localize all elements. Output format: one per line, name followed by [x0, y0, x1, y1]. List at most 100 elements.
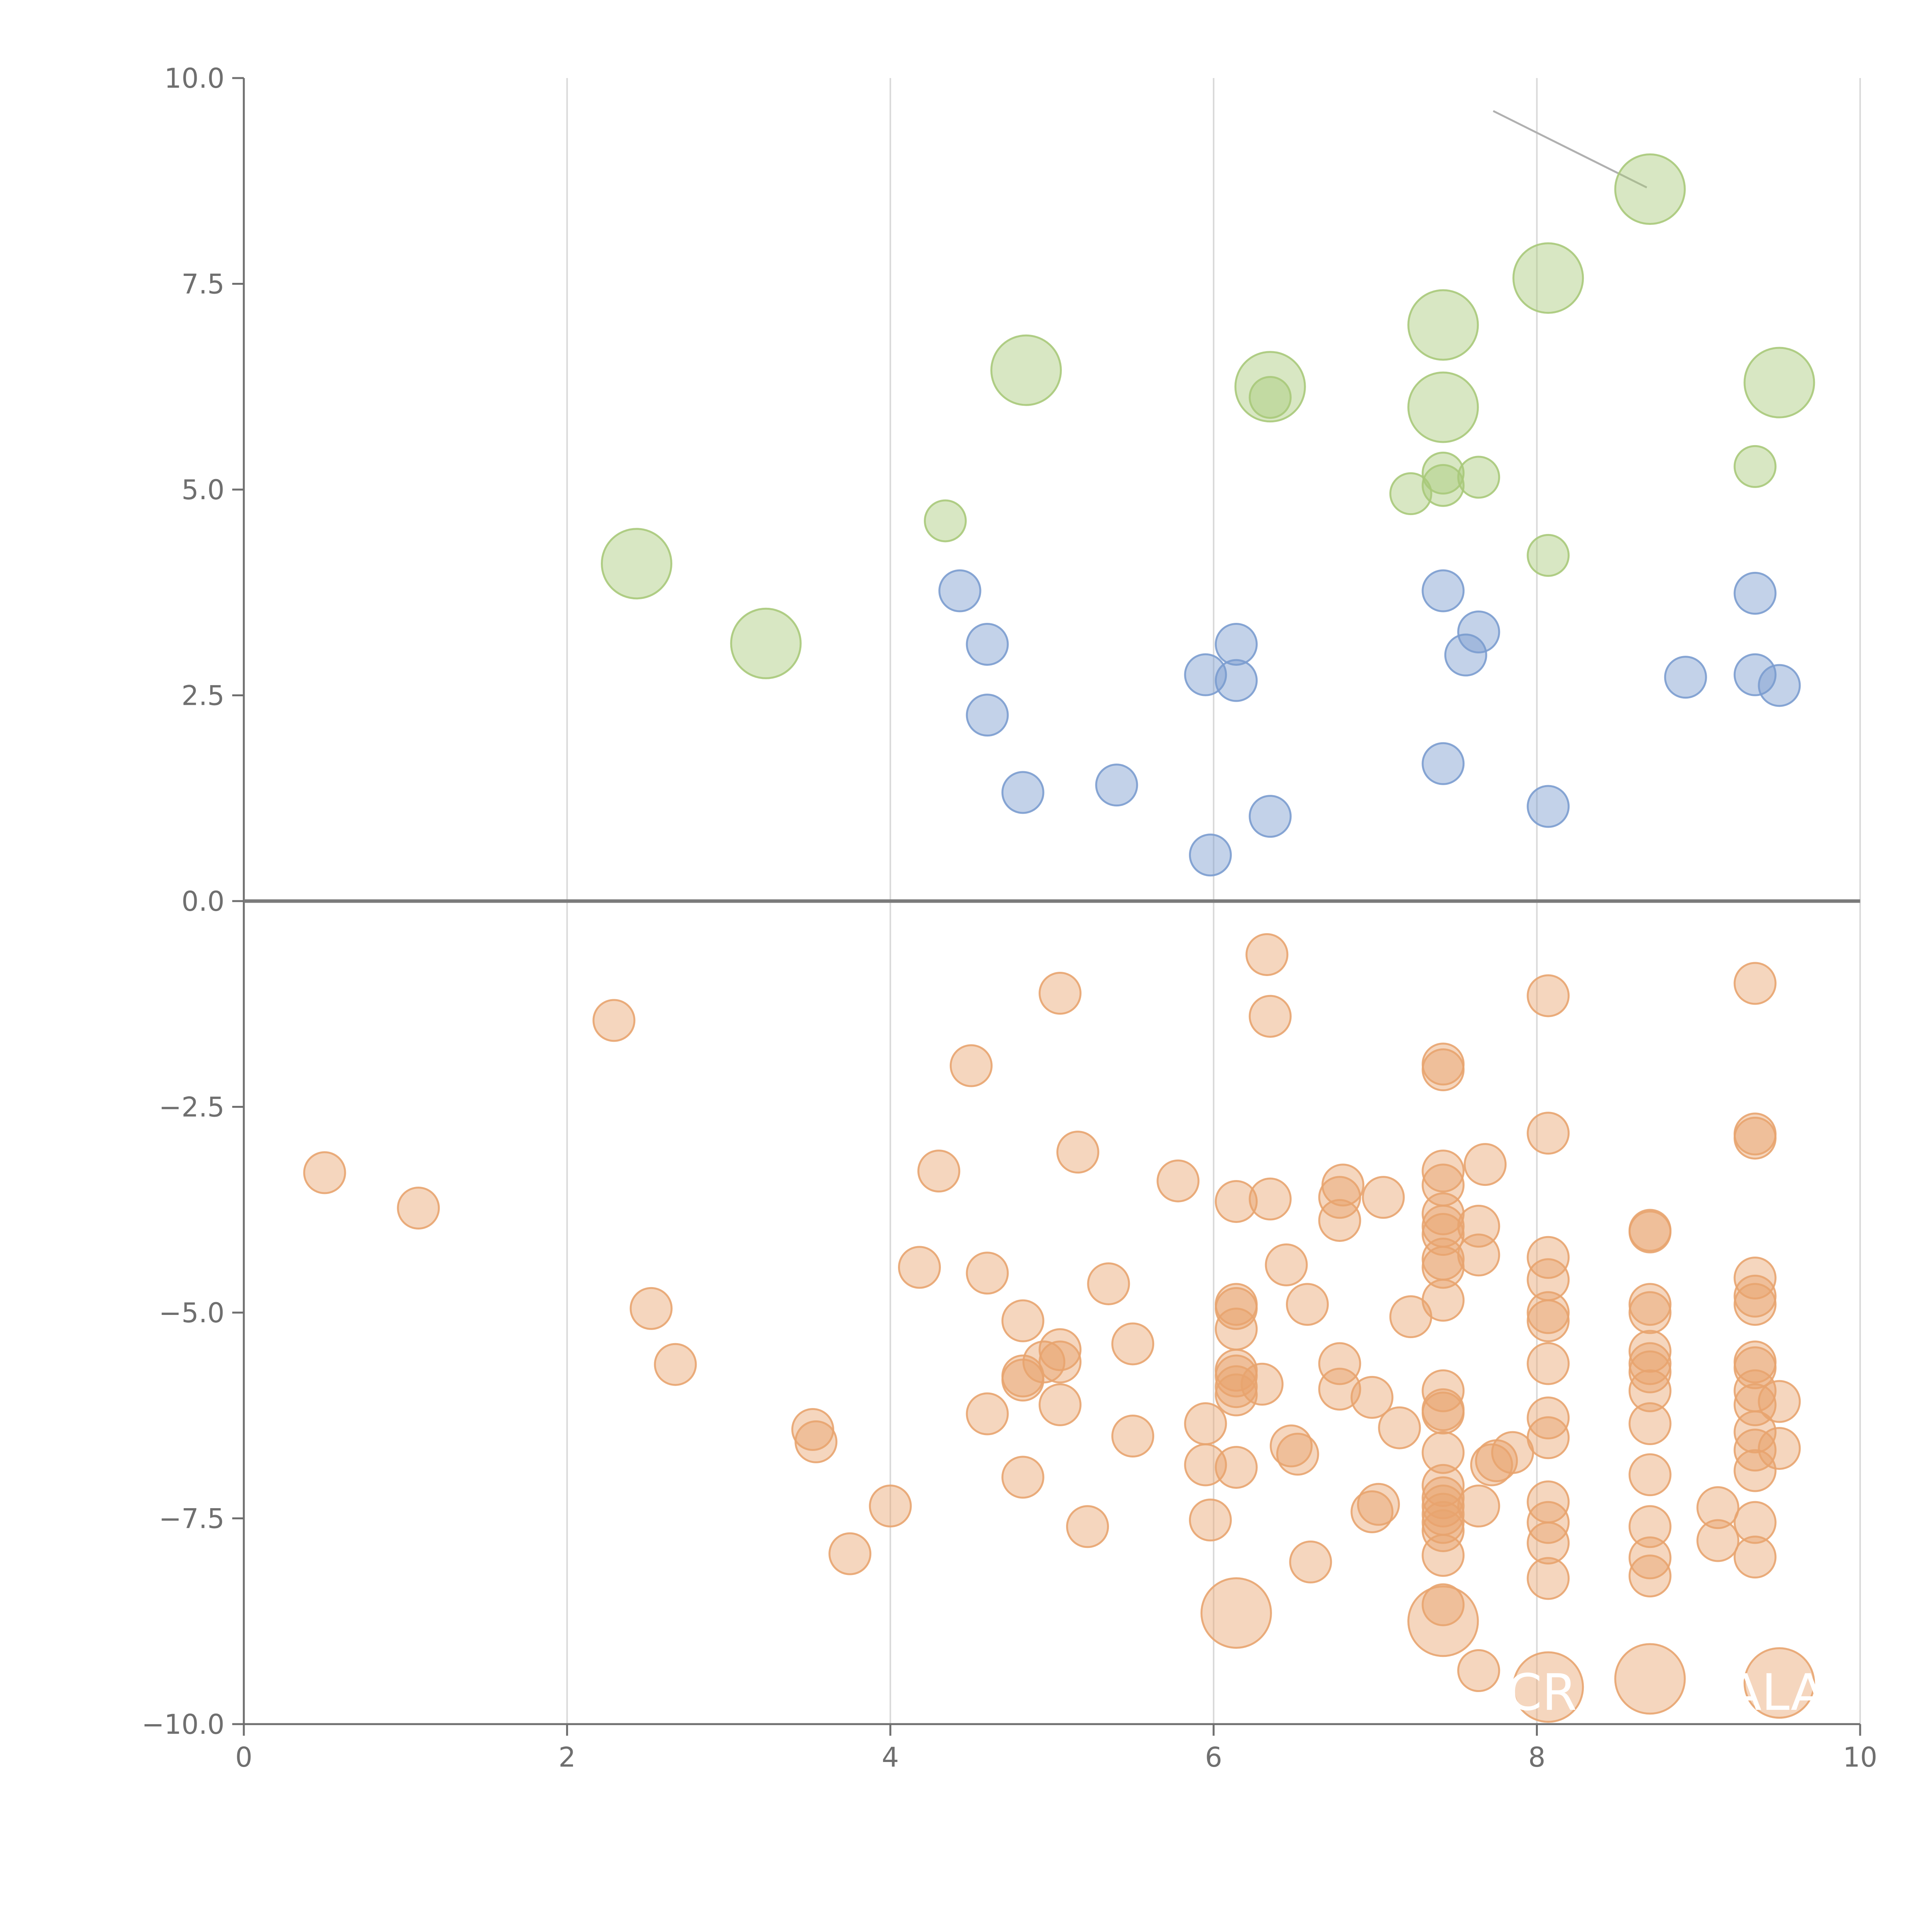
scatter-point — [397, 1186, 440, 1230]
scatter-point — [1743, 1647, 1815, 1719]
scatter-point — [1614, 153, 1686, 225]
scatter-point — [1422, 742, 1465, 785]
scatter-point — [1422, 1213, 1465, 1256]
x-tick-label: 2 — [558, 1742, 576, 1773]
scatter-point — [1664, 656, 1707, 699]
x-tick-label: 4 — [882, 1742, 899, 1773]
scatter-point — [1378, 1406, 1421, 1449]
x-tick-label: 10 — [1843, 1742, 1877, 1773]
scatter-point — [1248, 1177, 1292, 1221]
scatter-point — [1614, 1643, 1686, 1715]
scatter-point — [1184, 1443, 1227, 1486]
scatter-point — [1758, 664, 1801, 707]
scatter-point — [1350, 1490, 1394, 1533]
scatter-point — [1733, 1116, 1777, 1160]
scatter-point — [923, 499, 967, 543]
scatter-point — [1628, 1453, 1672, 1497]
scatter-point — [990, 334, 1062, 406]
scatter-point — [1189, 833, 1232, 877]
scatter-point — [1457, 610, 1500, 653]
scatter-point — [1457, 1649, 1500, 1692]
scatter-point — [1733, 1346, 1777, 1389]
scatter-point — [1512, 1651, 1584, 1723]
scatter-point — [1350, 1376, 1394, 1419]
scatter-point — [1318, 1199, 1361, 1242]
scatter-point — [1214, 1373, 1258, 1417]
scatter-point — [794, 1420, 838, 1463]
y-tick-label: −2.5 — [159, 1092, 224, 1123]
scatter-point — [949, 1044, 993, 1087]
scatter-point — [1733, 1449, 1777, 1492]
scatter-point — [898, 1246, 941, 1289]
scatter-point — [938, 569, 981, 612]
scatter-point — [1464, 1143, 1507, 1186]
scatter-point — [1248, 795, 1292, 838]
scatter-point — [1422, 1246, 1465, 1289]
scatter-point — [1527, 974, 1570, 1017]
scatter-point — [1422, 1583, 1465, 1626]
x-tick-label: 6 — [1205, 1742, 1223, 1773]
scatter-point — [1001, 1456, 1044, 1499]
y-tick-label: −7.5 — [159, 1503, 224, 1535]
scatter-point — [1696, 1519, 1740, 1562]
scatter-point — [1289, 1540, 1332, 1583]
scatter-point — [1733, 962, 1777, 1005]
scatter-point — [1189, 1498, 1232, 1542]
scatter-point — [1628, 1402, 1672, 1446]
scatter-point — [1733, 1410, 1777, 1454]
scatter-point — [917, 1150, 961, 1193]
scatter-point — [1214, 622, 1258, 666]
scatter-point — [1457, 1485, 1500, 1528]
scatter-point — [1527, 1521, 1570, 1565]
y-tick-label: 7.5 — [182, 269, 224, 300]
point-label-ala: ALA — [1727, 1663, 1825, 1722]
y-tick-label: −5.0 — [159, 1297, 224, 1329]
scatter-point — [1733, 445, 1777, 488]
y-tick-label: 0.0 — [182, 886, 224, 917]
scatter-point — [1422, 1534, 1465, 1577]
scatter-point — [1457, 1233, 1500, 1277]
scatter-point — [592, 999, 636, 1042]
scatter-point — [1056, 1131, 1099, 1174]
scatter-point — [629, 1287, 673, 1330]
scatter-point — [1234, 351, 1306, 423]
scatter-point — [1733, 1257, 1777, 1300]
scatter-point — [1038, 1383, 1082, 1427]
scatter-point — [1038, 1328, 1082, 1371]
y-tick-label: 5.0 — [182, 474, 224, 506]
scatter-point — [1248, 995, 1292, 1038]
scatter-point — [1758, 1427, 1801, 1470]
scatter-point — [966, 1252, 1009, 1295]
scatter-point — [1733, 1501, 1777, 1544]
scatter-point — [1422, 451, 1465, 495]
scatter-point — [1156, 1159, 1200, 1202]
leader-line — [1493, 110, 1647, 189]
scatter-point — [1087, 1262, 1130, 1305]
scatter-point — [1038, 972, 1082, 1015]
scatter-point — [1422, 1048, 1465, 1092]
scatter-point — [1527, 1112, 1570, 1155]
scatter-point — [1628, 1554, 1672, 1598]
scatter-point — [1422, 569, 1465, 612]
scatter-point — [1214, 1308, 1258, 1351]
scatter-point — [1628, 1536, 1672, 1580]
scatter-point — [1527, 1299, 1570, 1342]
y-tick-label: −10.0 — [141, 1709, 224, 1740]
y-tick-label: 10.0 — [164, 63, 224, 94]
scatter-point — [1095, 764, 1138, 807]
axis-layer: 0 2 4 6 8 10 10.0 7.5 5.0 2.5 0.0 −2.5 −5.0 −7.5 −10.0 — [141, 63, 1877, 1773]
scatter-point — [1733, 1536, 1777, 1579]
scatter-point — [1184, 1402, 1227, 1446]
scatter-point — [1527, 1557, 1570, 1600]
scatter-point — [1457, 456, 1500, 499]
scatter-point — [1270, 1424, 1313, 1468]
scatter-point — [1422, 1431, 1465, 1474]
scatter-point — [828, 1532, 872, 1575]
scatter-point — [1758, 1380, 1801, 1423]
scatter-point — [1214, 1354, 1258, 1398]
scatter-point — [1318, 1342, 1361, 1385]
scatter-point — [869, 1485, 912, 1528]
scatter-point — [1527, 785, 1570, 828]
scatter-point — [1628, 1505, 1672, 1548]
scatter-point — [1512, 242, 1584, 314]
